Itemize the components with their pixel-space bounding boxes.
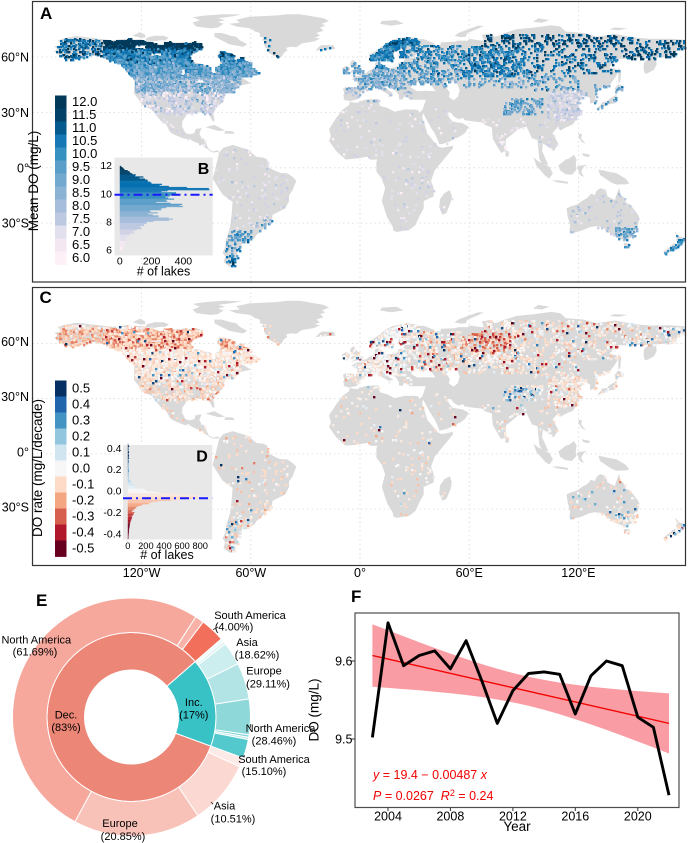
svg-text:F: F [351, 587, 361, 606]
svg-text:-0.4: -0.4 [103, 528, 121, 540]
svg-text:8: 8 [106, 216, 112, 228]
svg-text:0.4: 0.4 [72, 397, 90, 412]
svg-text:E: E [36, 591, 47, 610]
svg-text:C: C [40, 288, 52, 307]
svg-text:0: 0 [117, 256, 123, 268]
svg-text:9.0: 9.0 [72, 172, 90, 187]
svg-text:(17%): (17%) [179, 710, 208, 722]
svg-text:0.2: 0.2 [107, 464, 122, 476]
svg-text:# of lakes: # of lakes [137, 265, 191, 279]
svg-text:(10.51%): (10.51%) [211, 814, 256, 826]
svg-text:0.1: 0.1 [72, 445, 90, 460]
svg-text:-0.5: -0.5 [72, 541, 94, 556]
svg-text:Europe: Europe [102, 818, 137, 830]
svg-text:400: 400 [156, 541, 172, 551]
svg-text:0.4: 0.4 [107, 443, 122, 455]
svg-text:60°E: 60°E [456, 566, 483, 580]
svg-text:0.0: 0.0 [72, 461, 90, 476]
svg-text:y = 19.4 − 0.00487 x: y = 19.4 − 0.00487 x [372, 768, 488, 782]
svg-text:120°W: 120°W [123, 566, 161, 580]
svg-text:0°: 0° [17, 161, 29, 175]
svg-text:North America: North America [1, 635, 72, 647]
svg-text:200: 200 [138, 541, 154, 551]
svg-text:60°W: 60°W [235, 566, 266, 580]
svg-text:11.5: 11.5 [72, 107, 96, 122]
svg-text:DO rate (mg/L/decade): DO rate (mg/L/decade) [30, 399, 45, 537]
svg-text:DO (mg/L): DO (mg/L) [307, 678, 322, 741]
svg-text:Asia: Asia [236, 637, 258, 649]
svg-text:60°N: 60°N [1, 335, 29, 349]
svg-text:2008: 2008 [436, 810, 464, 824]
svg-text:A: A [40, 4, 52, 23]
svg-text:0°: 0° [354, 566, 366, 580]
svg-text:-0.4: -0.4 [72, 525, 94, 540]
svg-text:Europe: Europe [246, 666, 281, 678]
svg-text:6: 6 [106, 245, 112, 257]
svg-text:2020: 2020 [624, 810, 652, 824]
svg-text:10: 10 [100, 188, 112, 200]
svg-text:30°N: 30°N [1, 106, 29, 120]
svg-text:6.5: 6.5 [72, 237, 90, 252]
svg-text:200: 200 [143, 256, 161, 268]
svg-text:600: 600 [174, 541, 190, 551]
svg-text:10.5: 10.5 [72, 133, 97, 148]
svg-text:South America: South America [238, 754, 310, 766]
svg-text:120°E: 120°E [561, 566, 595, 580]
svg-text:7.5: 7.5 [72, 211, 90, 226]
svg-text:(29.11%): (29.11%) [246, 679, 290, 691]
svg-text:Year: Year [503, 819, 531, 834]
svg-text:Inc.: Inc. [185, 697, 203, 709]
svg-text:10.0: 10.0 [72, 146, 97, 161]
svg-text:# of lakes: # of lakes [140, 548, 194, 562]
svg-text:2004: 2004 [374, 810, 402, 824]
svg-text:12: 12 [100, 160, 112, 172]
svg-text:North America: North America [246, 723, 317, 735]
svg-text:0.3: 0.3 [72, 413, 90, 428]
svg-text:B: B [198, 161, 210, 178]
svg-text:7.0: 7.0 [72, 224, 90, 239]
svg-text:2012: 2012 [499, 810, 527, 824]
svg-text:(15.10%): (15.10%) [242, 766, 287, 778]
svg-text:0: 0 [125, 541, 130, 551]
svg-text:(20.85%): (20.85%) [101, 831, 146, 843]
svg-text:-0.2: -0.2 [72, 493, 94, 508]
svg-text:0.0: 0.0 [107, 486, 122, 498]
svg-text:(4.00%): (4.00%) [215, 622, 254, 634]
svg-text:6.0: 6.0 [72, 250, 90, 265]
svg-text:0.5: 0.5 [72, 381, 90, 396]
svg-text:11.0: 11.0 [72, 120, 96, 135]
svg-text:12.0: 12.0 [72, 94, 97, 109]
svg-text:(28.46%): (28.46%) [252, 736, 297, 748]
svg-text:P = 0.0267 R2 = 0.24: P = 0.0267 R2 = 0.24 [373, 788, 493, 803]
svg-text:0.2: 0.2 [72, 429, 90, 444]
svg-text:(61.69%): (61.69%) [13, 647, 58, 659]
svg-text:800: 800 [192, 541, 208, 551]
svg-text:Asia: Asia [214, 801, 236, 813]
svg-text:-0.1: -0.1 [72, 477, 94, 492]
svg-text:8.5: 8.5 [72, 185, 90, 200]
svg-text:60°N: 60°N [1, 51, 29, 65]
svg-text:30°S: 30°S [2, 217, 29, 231]
svg-text:Mean DO (mg/L): Mean DO (mg/L) [26, 131, 41, 232]
svg-text:South America: South America [214, 610, 286, 622]
svg-text:9.6: 9.6 [335, 655, 352, 669]
svg-text:9.5: 9.5 [72, 159, 90, 174]
svg-text:D: D [196, 449, 208, 466]
svg-text:-0.3: -0.3 [72, 509, 94, 524]
svg-text:(18.62%): (18.62%) [235, 650, 280, 662]
svg-text:400: 400 [175, 256, 193, 268]
svg-text:9.5: 9.5 [335, 733, 352, 747]
svg-text:(83%): (83%) [51, 722, 80, 734]
svg-text:-0.2: -0.2 [103, 507, 121, 519]
svg-text:30°S: 30°S [2, 501, 29, 515]
svg-text:0°: 0° [17, 445, 29, 459]
svg-text:Dec.: Dec. [55, 710, 78, 722]
svg-text:2016: 2016 [561, 810, 589, 824]
svg-text:8.0: 8.0 [72, 198, 90, 213]
svg-text:30°N: 30°N [1, 390, 29, 404]
